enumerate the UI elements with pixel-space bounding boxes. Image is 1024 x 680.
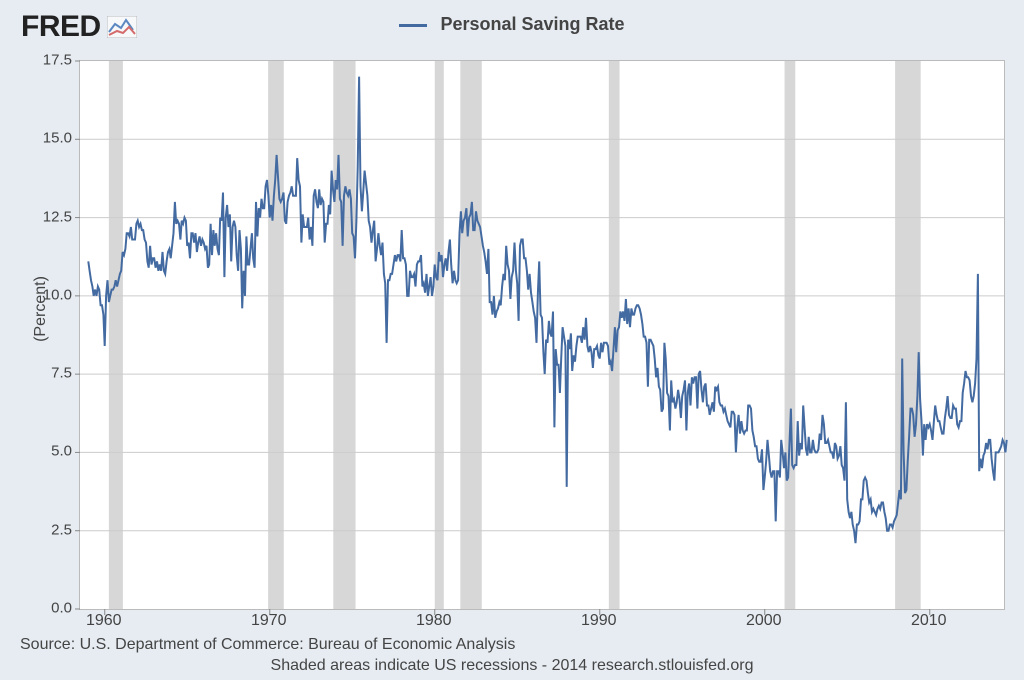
recession-note: Shaded areas indicate US recessions - 20… xyxy=(0,657,1024,675)
y-tick-label: 2.5 xyxy=(32,521,72,538)
x-tick-label: 2000 xyxy=(746,612,782,630)
plot-svg xyxy=(80,61,1004,609)
y-tick-label: 0.0 xyxy=(32,600,72,617)
x-tick-label: 1960 xyxy=(86,612,122,630)
fred-chart-container: FRED Personal Saving Rate (Percent) 0.02… xyxy=(0,0,1024,680)
chart-legend: Personal Saving Rate xyxy=(0,14,1024,35)
x-tick-label: 2010 xyxy=(911,612,947,630)
plot-area xyxy=(79,60,1005,610)
source-citation: Source: U.S. Department of Commerce: Bur… xyxy=(20,636,515,654)
y-tick-label: 17.5 xyxy=(32,52,72,69)
y-tick-label: 12.5 xyxy=(32,208,72,225)
y-tick-label: 15.0 xyxy=(32,130,72,147)
x-tick-label: 1980 xyxy=(416,612,452,630)
y-tick-label: 7.5 xyxy=(32,365,72,382)
legend-series-label: Personal Saving Rate xyxy=(440,14,624,34)
x-tick-label: 1990 xyxy=(581,612,617,630)
legend-color-swatch xyxy=(399,24,427,27)
x-tick-label: 1970 xyxy=(251,612,287,630)
y-tick-label: 10.0 xyxy=(32,286,72,303)
y-tick-label: 5.0 xyxy=(32,443,72,460)
